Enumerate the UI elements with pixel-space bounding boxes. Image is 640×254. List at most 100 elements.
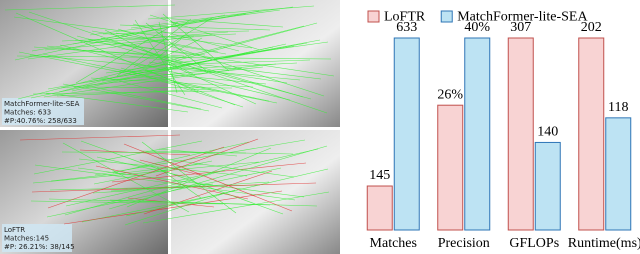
value-label: 140 bbox=[537, 125, 558, 140]
match-line bbox=[133, 17, 213, 68]
match-line bbox=[85, 31, 229, 44]
match-line bbox=[33, 140, 203, 175]
match-line bbox=[129, 39, 321, 76]
bar bbox=[393, 37, 420, 231]
legend-label: MatchFormer-lite-SEA bbox=[457, 10, 588, 25]
match-line bbox=[86, 85, 202, 110]
bar bbox=[578, 37, 605, 231]
match-line bbox=[116, 18, 192, 77]
match-line bbox=[75, 21, 179, 84]
match-line bbox=[93, 160, 213, 185]
image-caption: #P:40.76%: 258/633 bbox=[4, 117, 77, 125]
match-line bbox=[27, 35, 195, 60]
match-line bbox=[146, 38, 182, 67]
image-caption: Matches:145 bbox=[4, 235, 49, 243]
image-caption: LoFTR bbox=[4, 226, 25, 234]
legend-swatch bbox=[440, 10, 453, 23]
match-line bbox=[80, 140, 284, 215]
match-line bbox=[45, 92, 189, 113]
match-line bbox=[100, 37, 304, 98]
match-line bbox=[34, 164, 296, 201]
match-line bbox=[161, 60, 257, 105]
match-line bbox=[57, 48, 185, 57]
match-line bbox=[17, 25, 305, 100]
bar bbox=[366, 185, 393, 231]
match-line bbox=[156, 166, 202, 199]
match-line bbox=[140, 150, 294, 155]
match-line bbox=[130, 6, 294, 29]
label-box bbox=[2, 98, 84, 125]
value-label: 202 bbox=[581, 20, 602, 35]
match-line bbox=[13, 16, 253, 49]
match-line bbox=[119, 24, 271, 31]
match-line bbox=[29, 54, 301, 81]
photo bbox=[171, 130, 340, 254]
x-tick-label: Matches bbox=[370, 236, 417, 251]
match-line bbox=[58, 22, 318, 93]
match-line bbox=[59, 44, 291, 101]
match-line bbox=[94, 139, 306, 176]
match-line bbox=[32, 161, 260, 184]
match-line bbox=[141, 141, 237, 214]
match-line bbox=[61, 33, 237, 42]
value-label: 307 bbox=[510, 20, 531, 35]
match-line bbox=[62, 83, 210, 112]
match-line bbox=[72, 10, 260, 45]
bar bbox=[464, 37, 491, 231]
match-line bbox=[31, 182, 317, 193]
value-label: 145 bbox=[369, 168, 390, 183]
legend-label: LoFTR bbox=[384, 10, 426, 25]
match-line bbox=[16, 55, 332, 60]
image-caption: MatchFormer-lite-SEA bbox=[4, 100, 80, 108]
match-line bbox=[92, 181, 270, 194]
match-line bbox=[19, 134, 181, 141]
photos bbox=[0, 0, 340, 254]
match-line bbox=[124, 189, 236, 226]
match-line bbox=[123, 143, 293, 212]
value-label: 26% bbox=[437, 87, 463, 102]
label-box bbox=[2, 224, 72, 252]
value-label: 633 bbox=[396, 20, 417, 35]
match-line bbox=[103, 76, 223, 109]
match-line bbox=[28, 11, 328, 114]
match-line bbox=[96, 156, 192, 179]
match-line bbox=[81, 192, 227, 223]
match-line bbox=[142, 191, 330, 224]
match-line bbox=[32, 90, 220, 95]
match-line bbox=[42, 53, 270, 102]
value-label: 118 bbox=[608, 100, 628, 115]
match-line bbox=[65, 148, 319, 207]
match-line bbox=[149, 14, 261, 51]
match-line bbox=[157, 157, 295, 178]
match-line bbox=[110, 183, 214, 192]
match-line bbox=[78, 158, 248, 177]
match-line bbox=[77, 167, 305, 198]
match-line bbox=[71, 43, 287, 92]
match-line bbox=[46, 167, 282, 218]
image-caption: #P: 26.21%: 38/145 bbox=[4, 243, 75, 251]
match-line bbox=[14, 14, 226, 61]
image-caption: Matches: 633 bbox=[4, 109, 51, 117]
value-label: 40% bbox=[464, 20, 490, 35]
match-line bbox=[56, 88, 212, 97]
x-tick-label: GFLOPs bbox=[509, 236, 559, 251]
match-line bbox=[108, 145, 328, 210]
x-tick-label: Runtime(ms) bbox=[568, 236, 640, 251]
match-line bbox=[159, 59, 311, 66]
match-line bbox=[144, 69, 236, 106]
match-line bbox=[163, 37, 203, 58]
match-line bbox=[115, 32, 219, 53]
match-line bbox=[139, 159, 201, 176]
match-line bbox=[30, 200, 224, 205]
bar bbox=[605, 117, 632, 231]
bar bbox=[437, 104, 464, 231]
match-line bbox=[76, 35, 312, 100]
match-line bbox=[111, 162, 307, 183]
match-line bbox=[47, 146, 225, 209]
match-line bbox=[112, 141, 250, 174]
match-line bbox=[102, 30, 250, 35]
match-line bbox=[63, 190, 283, 225]
match-line bbox=[18, 51, 278, 104]
